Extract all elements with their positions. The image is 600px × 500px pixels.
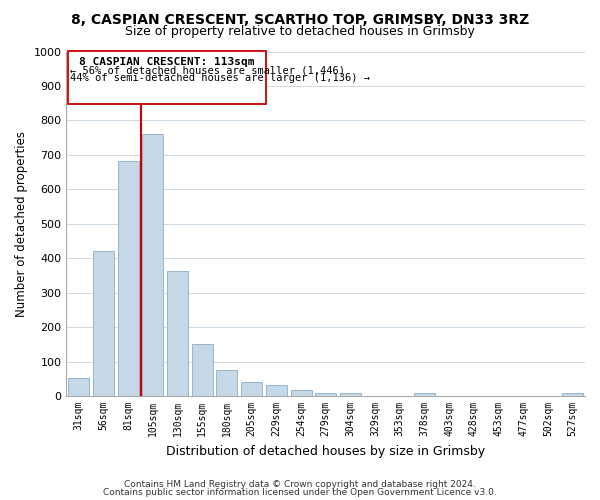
Bar <box>241 382 262 396</box>
Bar <box>142 134 163 396</box>
Bar <box>290 390 311 396</box>
Text: Size of property relative to detached houses in Grimsby: Size of property relative to detached ho… <box>125 25 475 38</box>
Text: Contains public sector information licensed under the Open Government Licence v3: Contains public sector information licen… <box>103 488 497 497</box>
Bar <box>266 385 287 396</box>
Bar <box>562 394 583 396</box>
Text: 8 CASPIAN CRESCENT: 113sqm: 8 CASPIAN CRESCENT: 113sqm <box>79 56 255 66</box>
Bar <box>93 250 114 396</box>
Y-axis label: Number of detached properties: Number of detached properties <box>15 131 28 317</box>
Text: ← 56% of detached houses are smaller (1,446): ← 56% of detached houses are smaller (1,… <box>70 66 345 76</box>
Bar <box>414 394 435 396</box>
Text: 44% of semi-detached houses are larger (1,136) →: 44% of semi-detached houses are larger (… <box>70 73 370 83</box>
Bar <box>217 370 238 396</box>
Bar <box>68 52 266 104</box>
Text: 8, CASPIAN CRESCENT, SCARTHO TOP, GRIMSBY, DN33 3RZ: 8, CASPIAN CRESCENT, SCARTHO TOP, GRIMSB… <box>71 12 529 26</box>
Bar <box>68 378 89 396</box>
X-axis label: Distribution of detached houses by size in Grimsby: Distribution of detached houses by size … <box>166 444 485 458</box>
Bar <box>167 272 188 396</box>
Bar <box>340 392 361 396</box>
Bar <box>118 161 139 396</box>
Text: Contains HM Land Registry data © Crown copyright and database right 2024.: Contains HM Land Registry data © Crown c… <box>124 480 476 489</box>
Bar <box>192 344 213 396</box>
Bar <box>315 392 336 396</box>
